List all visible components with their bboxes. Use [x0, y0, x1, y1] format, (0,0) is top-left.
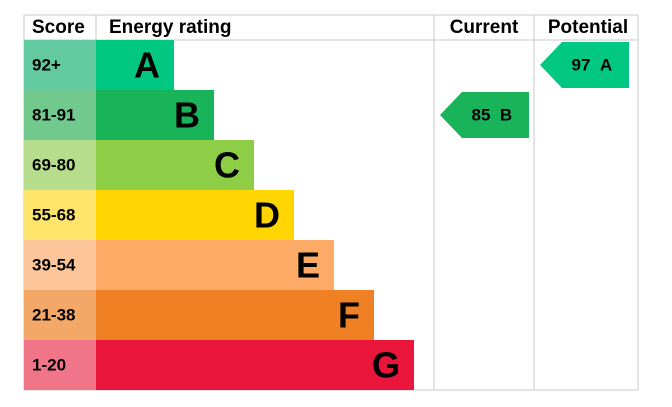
- score-cell: [24, 40, 96, 90]
- potential-value: 97: [572, 55, 591, 74]
- score-label: 81-91: [32, 105, 75, 124]
- rating-bar: [96, 40, 174, 90]
- current-band: B: [500, 105, 512, 124]
- header-current: Current: [450, 17, 519, 38]
- score-cell: [24, 190, 96, 240]
- rating-bar: [96, 340, 414, 390]
- band-letter: G: [372, 345, 400, 386]
- rating-bar: [96, 290, 374, 340]
- current-arrow: [440, 92, 529, 138]
- rating-bar: [96, 240, 334, 290]
- header-rating: Energy rating: [109, 17, 231, 38]
- band-letter: F: [338, 295, 360, 336]
- score-label: 55-68: [32, 205, 75, 224]
- band-letter: D: [254, 195, 280, 236]
- score-label: 69-80: [32, 155, 75, 174]
- score-cell: [24, 140, 96, 190]
- potential-arrow: [540, 42, 629, 88]
- score-label: 39-54: [32, 255, 76, 274]
- score-label: 1-20: [32, 355, 66, 374]
- score-cell: [24, 290, 96, 340]
- rating-bar: [96, 90, 214, 140]
- potential-band: A: [600, 55, 612, 74]
- score-label: 21-38: [32, 305, 75, 324]
- score-cell: [24, 240, 96, 290]
- score-label: 92+: [32, 55, 61, 74]
- score-cell: [24, 90, 96, 140]
- band-letter: E: [296, 245, 320, 286]
- header-score: Score: [32, 17, 85, 38]
- score-cell: [24, 340, 96, 390]
- band-letter: C: [214, 145, 240, 186]
- rating-bar: [96, 140, 254, 190]
- current-value: 85: [472, 105, 491, 124]
- rating-bar: [96, 190, 294, 240]
- band-letter: B: [174, 95, 200, 136]
- header-potential: Potential: [548, 17, 628, 38]
- band-letter: A: [134, 45, 160, 86]
